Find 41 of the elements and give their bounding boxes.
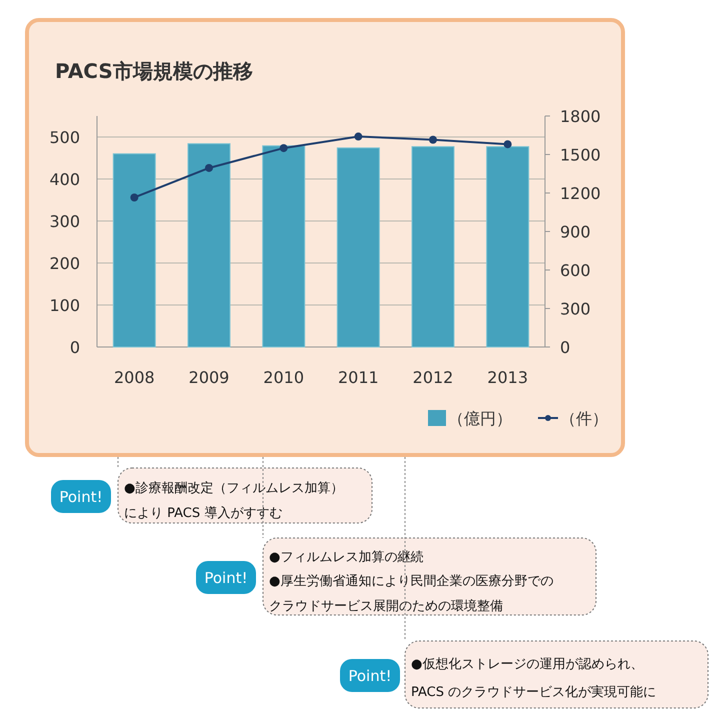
- point: [354, 132, 362, 141]
- point: [205, 164, 213, 172]
- y-tick-label: 0: [70, 338, 80, 357]
- bar: [412, 146, 454, 348]
- point: [429, 136, 437, 144]
- y2-tick-label: 1200: [560, 184, 601, 203]
- y-tick-label: 100: [49, 296, 80, 315]
- y2-tick-label: 1800: [560, 107, 601, 126]
- y2-tick-label: 0: [560, 338, 570, 357]
- text: ●フィルムレス加算の継続: [269, 550, 424, 565]
- y2-tick-label: 300: [560, 300, 591, 318]
- chart-title: PACS市場規模の推移: [55, 59, 253, 83]
- text: ●仮想化ストレージの運用が認められ、: [411, 657, 644, 672]
- y-tick-label: 200: [49, 254, 80, 273]
- text: PACS のクラウドサービス化が実現可能に: [411, 684, 656, 700]
- x-tick-label: 2008: [114, 368, 155, 387]
- x-tick-label: 2009: [188, 368, 230, 387]
- point: [280, 144, 288, 152]
- bar: [486, 146, 530, 348]
- legend-label: （億円）: [448, 409, 512, 428]
- bar: [112, 153, 156, 348]
- y-tick-label: 300: [49, 212, 80, 231]
- x-tick-label: 2012: [412, 368, 454, 387]
- text: ●診療報酬改定（フィルムレス加算）: [124, 481, 344, 496]
- x-tick-label: 2010: [263, 368, 304, 387]
- legend-label: （件）: [560, 409, 608, 428]
- y2-tick-label: 600: [560, 261, 591, 280]
- y-tick-label: 500: [49, 128, 80, 147]
- y-tick-label: 400: [49, 170, 80, 189]
- y2-tick-label: 1500: [560, 146, 601, 164]
- point: [130, 193, 138, 202]
- y2-tick-label: 900: [560, 222, 591, 242]
- x-tick-label: 2013: [487, 368, 528, 387]
- text: Point!: [59, 488, 103, 506]
- bar: [262, 145, 306, 348]
- bar: [188, 143, 230, 348]
- x-tick-label: 2011: [338, 368, 379, 387]
- bar: [336, 147, 380, 348]
- point: [504, 140, 512, 148]
- text: Point!: [348, 667, 392, 685]
- text: Point!: [204, 569, 248, 587]
